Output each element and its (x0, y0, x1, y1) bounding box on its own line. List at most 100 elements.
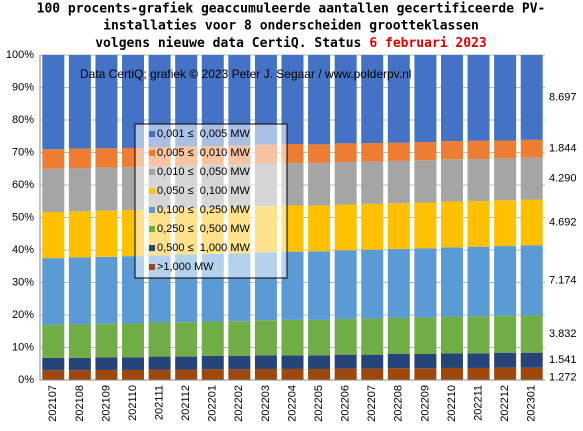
bar-segment (440, 141, 463, 160)
x-tick-label: 202201 (207, 385, 219, 422)
y-tick-label: 50% (12, 211, 34, 223)
x-tick-label: 202212 (499, 385, 511, 422)
bar-segment (361, 354, 384, 369)
x-tick-label: 202210 (446, 385, 458, 422)
legend-swatch (149, 207, 155, 213)
bar-segment (494, 158, 517, 201)
bar-segment (334, 368, 357, 380)
bar-segment (42, 149, 65, 169)
bar-segment (281, 319, 304, 356)
legend-label: 0,500 ≤ 1,000 MW (157, 242, 250, 254)
bar-segment (308, 205, 331, 252)
legend-label: >1,000 MW (157, 261, 214, 273)
x-tick-label: 202301 (526, 385, 538, 422)
bar-segment (228, 355, 251, 370)
bar-segment (467, 140, 490, 159)
bar-segment (387, 317, 410, 354)
x-tick-label: 202112 (180, 385, 192, 421)
bar-segment (414, 368, 437, 380)
bar-segment (68, 148, 91, 169)
bar-segment (467, 55, 490, 141)
bar-segment (201, 321, 224, 356)
bar-segment (414, 354, 437, 369)
bar-segment (494, 352, 517, 368)
bar-segment (254, 355, 277, 369)
bar-segment (361, 203, 384, 250)
end-label: 1.541 (549, 354, 577, 366)
bar-segment (95, 55, 118, 149)
x-tick-label: 202109 (100, 385, 112, 422)
bar-segment (494, 140, 517, 159)
y-tick-label: 100% (6, 49, 34, 61)
bar-segment (520, 199, 543, 246)
bar-segment (148, 369, 171, 380)
x-tick-label: 202110 (127, 385, 139, 421)
bar-segment (95, 323, 118, 358)
bar-segment (387, 368, 410, 380)
bar-segment (68, 257, 91, 325)
bar-segment (414, 317, 437, 354)
bar-segment (95, 256, 118, 324)
bar-segment (334, 204, 357, 251)
bar-segment (467, 367, 490, 380)
bar-segment (467, 353, 490, 368)
legend-label: 0,001 ≤ 0,005 MW (157, 128, 250, 140)
bar-segment (122, 357, 145, 370)
x-tick-label: 202211 (472, 385, 484, 421)
bar-segment (68, 357, 91, 371)
bar-segment (254, 320, 277, 356)
bar-segment (68, 211, 91, 258)
y-tick-label: 90% (12, 81, 34, 93)
y-tick-label: 0% (18, 374, 34, 386)
bar-segment (42, 211, 65, 259)
bar-segment (361, 161, 384, 204)
end-label: 1.272 (549, 372, 577, 384)
bar-segment (520, 139, 543, 158)
x-tick-label: 202209 (419, 385, 431, 422)
bar-segment (414, 160, 437, 203)
bar-segment (414, 55, 437, 143)
legend-swatch (149, 188, 155, 194)
bar-segment (414, 202, 437, 249)
bar-segment (361, 318, 384, 355)
bar-segment (281, 355, 304, 369)
bar-segment (520, 55, 543, 140)
bar-segment (387, 142, 410, 161)
bar-segment (228, 369, 251, 380)
bar-segment (440, 201, 463, 248)
bar-segment (68, 370, 91, 380)
bar-segment (494, 367, 517, 380)
bar-segment (95, 369, 118, 380)
legend-label: 0,005 ≤ 0,010 MW (157, 147, 250, 159)
bar-segment (334, 161, 357, 205)
y-tick-label: 10% (12, 341, 34, 353)
bar-segment (281, 55, 304, 145)
bar-segment (95, 210, 118, 257)
bar-segment (520, 245, 543, 316)
bar-segment (95, 167, 118, 211)
legend-label: 0,100 ≤ 0,250 MW (157, 204, 250, 216)
bar-segment (175, 356, 198, 370)
bar-segment (467, 246, 490, 317)
bar-segment (520, 157, 543, 200)
bar-segment (175, 322, 198, 357)
bar-segment (201, 55, 224, 146)
bar-segment (334, 143, 357, 162)
x-tick-label: 202204 (286, 385, 298, 422)
bar-segment (281, 368, 304, 380)
chart-title: installaties voor 8 onderscheiden groott… (103, 19, 479, 34)
bar-segment (494, 246, 517, 316)
bar-segment (175, 369, 198, 380)
x-tick-label: 202206 (340, 385, 352, 422)
bar-segment (254, 368, 277, 380)
x-tick-label: 202207 (366, 385, 378, 422)
chart-title: volgens nieuwe data CertiQ. Status 6 febr… (95, 36, 487, 51)
legend-box (134, 123, 288, 279)
annotation: Data CertiQ; grafiek © 2023 Peter J. Seg… (80, 67, 411, 81)
bar-segment (201, 355, 224, 370)
x-tick-label: 202108 (74, 385, 86, 422)
bar-segment (42, 357, 65, 371)
bar-segment (520, 367, 543, 380)
bar-segment (42, 258, 65, 325)
x-tick-label: 202111 (154, 385, 166, 420)
